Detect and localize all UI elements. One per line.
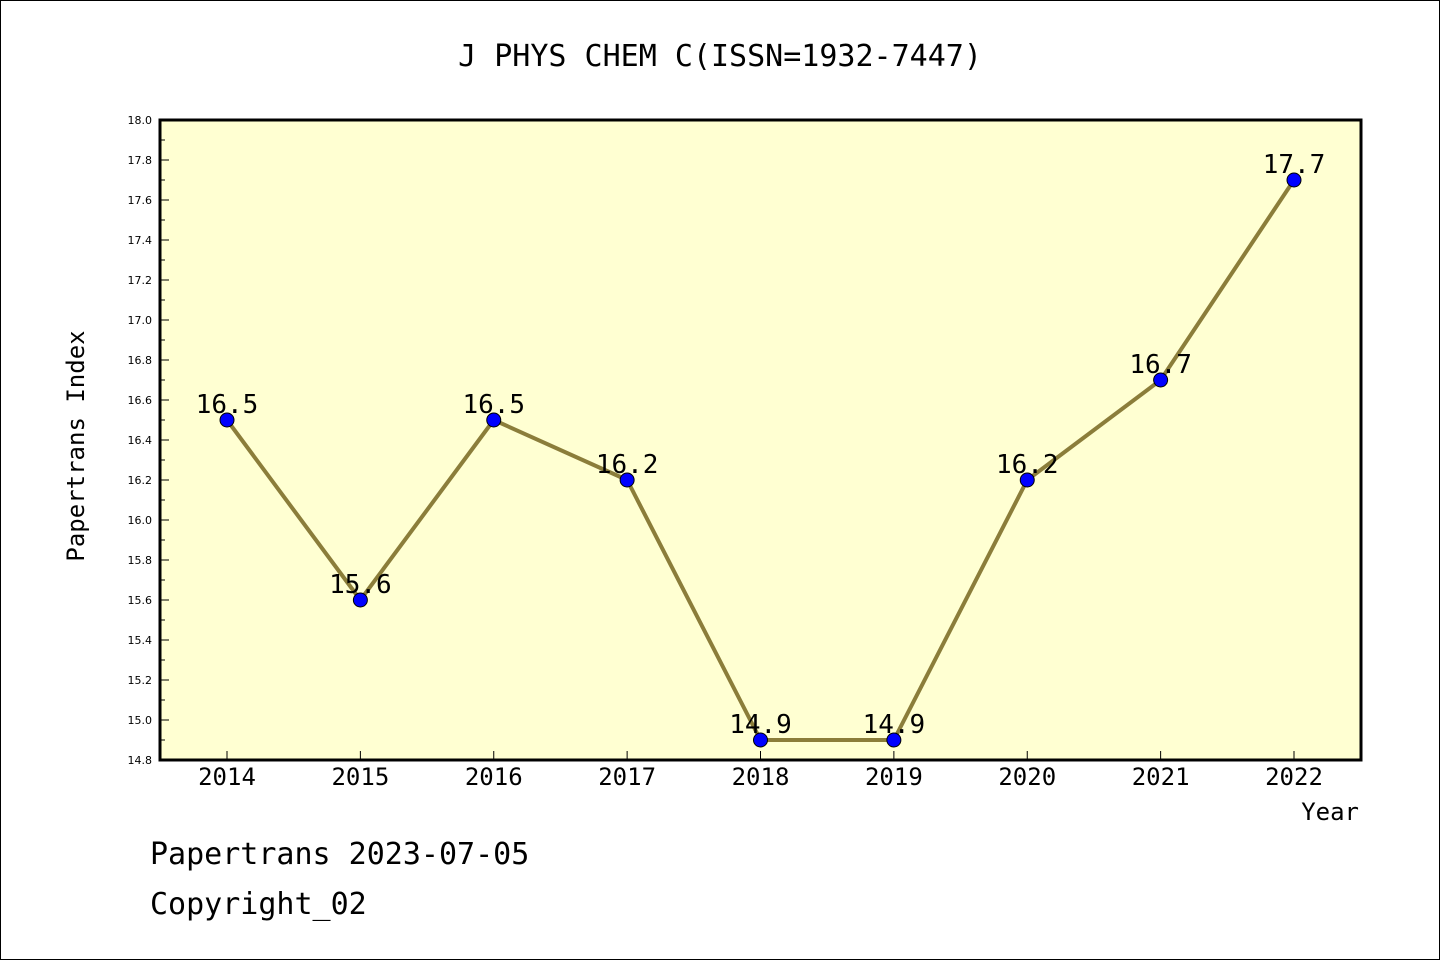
y-tick-label: 17.0 [128, 314, 153, 327]
data-label: 16.5 [462, 390, 525, 420]
y-tick-label: 16.8 [128, 354, 153, 367]
data-label: 16.2 [996, 450, 1059, 480]
y-tick-label: 14.8 [128, 754, 153, 767]
y-tick-label: 16.4 [128, 434, 153, 447]
data-point [486, 412, 502, 428]
x-tick-label: 2017 [598, 763, 656, 791]
y-tick-label: 15.2 [128, 674, 153, 687]
y-tick-label: 17.8 [128, 154, 153, 167]
x-axis-label: Year [1301, 798, 1359, 826]
y-tick-label: 17.6 [128, 194, 153, 207]
data-label: 16.7 [1129, 350, 1192, 380]
footer-copyright: Copyright_02 [150, 887, 367, 922]
y-tick-label: 17.4 [128, 234, 153, 247]
x-tick-label: 2014 [198, 763, 256, 791]
x-tick-label: 2018 [732, 763, 790, 791]
data-label: 17.7 [1263, 150, 1326, 180]
y-axis-label: Papertrans Index [62, 330, 90, 561]
data-point [619, 472, 635, 488]
data-label: 14.9 [863, 710, 926, 740]
data-point [1286, 172, 1302, 188]
data-label: 14.9 [729, 710, 792, 740]
y-tick-label: 15.0 [128, 714, 153, 727]
data-label-group: 16.5 15.6 16.5 16.2 14.9 14.9 16.2 16.7 17.7 [196, 150, 1326, 740]
x-tick-label: 2022 [1265, 763, 1323, 791]
data-point [1019, 472, 1035, 488]
y-tick-label: 16.6 [128, 394, 153, 407]
y-axis: 14.8 15.0 15.2 15.4 15.6 15.8 16.0 16.2 16.4 16.6… [128, 114, 169, 767]
x-tick-label: 2021 [1132, 763, 1190, 791]
y-tick-label: 16.0 [128, 514, 153, 527]
plot-area [158, 118, 1363, 762]
x-tick-label: 2016 [465, 763, 523, 791]
y-tick-label: 15.6 [128, 594, 153, 607]
data-label: 16.2 [596, 450, 659, 480]
marker-group [219, 172, 1302, 748]
data-point [219, 412, 235, 428]
y-tick-label: 16.2 [128, 474, 153, 487]
y-tick-label: 15.4 [128, 634, 153, 647]
footer-date: Papertrans 2023-07-05 [150, 837, 529, 872]
x-axis: 2014 2015 2016 2017 2018 2019 2020 2021 2022 [198, 751, 1323, 791]
x-tick-label: 2019 [865, 763, 923, 791]
y-tick-label: 18.0 [128, 114, 153, 127]
chart-title: J PHYS CHEM C(ISSN=1932-7447) [458, 39, 982, 74]
data-label: 15.6 [329, 570, 392, 600]
y-tick-label: 15.8 [128, 554, 153, 567]
data-point [753, 732, 768, 748]
data-point [1153, 372, 1169, 388]
data-label: 16.5 [196, 390, 259, 420]
data-point [352, 592, 368, 608]
x-tick-label: 2015 [331, 763, 389, 791]
x-tick-label: 2020 [998, 763, 1056, 791]
y-tick-label: 17.2 [128, 274, 153, 287]
data-point [886, 732, 902, 748]
